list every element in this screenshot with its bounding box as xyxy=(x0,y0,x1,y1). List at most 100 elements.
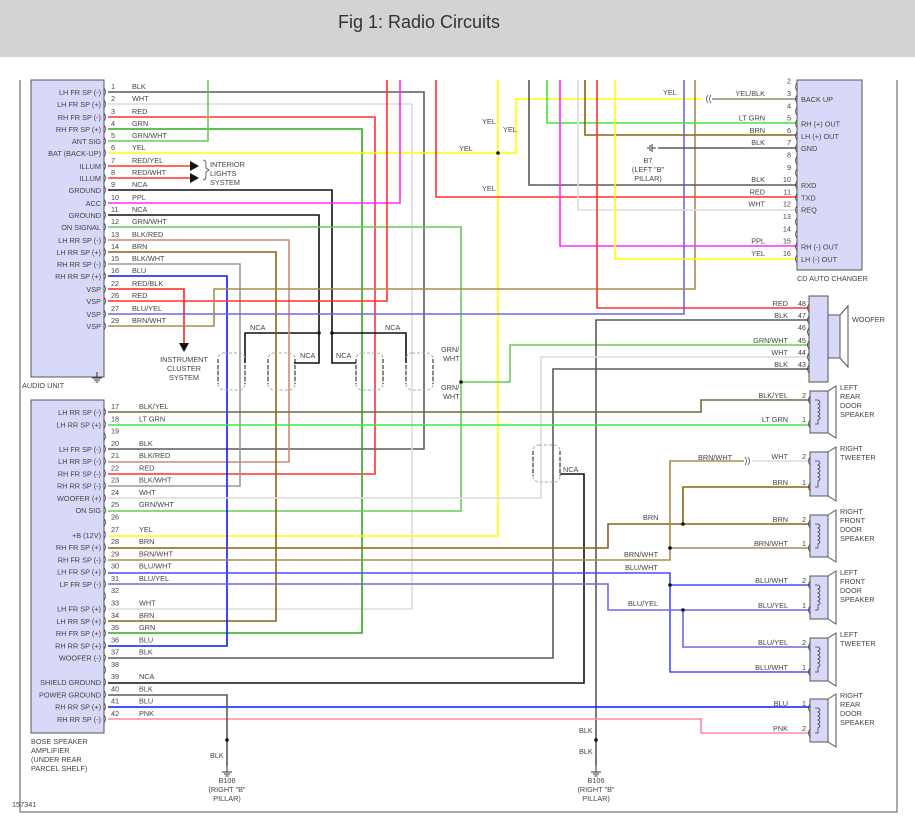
connector-pin xyxy=(808,703,811,713)
connector-pin xyxy=(103,309,106,319)
woofer-pin-wire-color: RED xyxy=(773,299,788,308)
cd-pin-number: 15 xyxy=(783,237,791,246)
connector-pin xyxy=(808,667,811,677)
amp-pin-number: 39 xyxy=(111,672,119,681)
speaker-pin-number: 1 xyxy=(802,601,806,610)
speaker-box xyxy=(809,514,829,558)
shield-icon xyxy=(355,352,384,391)
wire-blu-yel xyxy=(108,80,685,315)
ground-icon xyxy=(92,372,102,383)
woofer-pin-wire-color: WHT xyxy=(771,348,788,357)
audio-pin-wire-color: RED xyxy=(132,291,147,300)
speaker-name: REAR xyxy=(840,392,860,401)
b106-ground-label: (RIGHT "B" xyxy=(577,785,614,794)
speaker-coil-icon xyxy=(815,399,821,425)
audio-pin-name: LH FR SP (-) xyxy=(59,88,101,97)
audio-pin-name: ON SIGNAL xyxy=(61,223,101,232)
connector-pin xyxy=(808,395,811,405)
woofer-label: WOOFER xyxy=(852,315,885,324)
speaker-pin-wire-color: BLU xyxy=(774,699,788,708)
amp-pin-number: 26 xyxy=(111,513,119,522)
audio-pin-number: 1 xyxy=(111,82,115,91)
audio-pin-number: 7 xyxy=(111,156,115,165)
cd-pin-name: RXD xyxy=(801,181,816,190)
audio-pin-name: ANT SIG xyxy=(72,137,101,146)
yel-label: YEL xyxy=(482,117,496,126)
audio-pin-name: RH FR SP (-) xyxy=(58,113,101,122)
amp-pin-number: 35 xyxy=(111,623,119,632)
connector-pin xyxy=(807,327,810,337)
connector-pin xyxy=(103,493,106,503)
speaker-name: DOOR xyxy=(840,586,862,595)
blk-label: BLK xyxy=(210,751,224,760)
speaker-pin-number: 2 xyxy=(802,452,806,461)
connector-pin xyxy=(103,112,106,122)
connector-pin xyxy=(103,665,106,675)
wire-brn xyxy=(584,80,797,136)
audio-pin-number: 11 xyxy=(111,205,119,214)
amplifier-box xyxy=(30,399,105,734)
grn-wht-label: WHT xyxy=(443,392,460,401)
audio-pin-wire-color: YEL xyxy=(132,143,146,152)
connector-pin xyxy=(103,714,106,724)
amp-pin-name: LH RR SP (+) xyxy=(56,617,101,626)
audio-pin-name: BAT (BACK-UP) xyxy=(48,149,101,158)
amp-pin-number: 29 xyxy=(111,549,119,558)
audio-pin-number: 15 xyxy=(111,254,119,263)
audio-pin-name: VSP xyxy=(86,322,101,331)
amplifier-label: (UNDER REAR xyxy=(31,755,82,764)
connector-pin xyxy=(103,690,106,699)
speaker-cone-icon xyxy=(827,570,837,625)
connector-pin xyxy=(103,173,106,183)
audio-pin-number: 27 xyxy=(111,304,119,313)
instrument-cluster-label: INSTRUMENT xyxy=(160,355,208,364)
audio-pin-name: VSP xyxy=(86,285,101,294)
diagram-frame xyxy=(19,80,898,813)
speaker-pin-number: 1 xyxy=(802,415,806,424)
amp-pin-wire-color: BLK xyxy=(139,439,153,448)
components xyxy=(30,79,863,777)
blk-label: BLK xyxy=(579,747,593,756)
cd-pin-name: RH (-) OUT xyxy=(801,243,839,252)
audio-pin-wire-color: BRN/WHT xyxy=(132,316,167,325)
amp-pin-wire-color: BRN/WHT xyxy=(139,549,174,558)
connector-pin xyxy=(807,340,810,350)
b106-ground-label: PILLAR) xyxy=(582,794,610,803)
connector-pin xyxy=(795,156,798,165)
audio-pin-name: LH RR SP (+) xyxy=(56,248,101,257)
brn-wht-label: BRN/WHT xyxy=(698,453,733,462)
audio-pin-wire-color: RED/WHT xyxy=(132,168,167,177)
amp-pin-wire-color: YEL xyxy=(139,525,153,534)
audio-pin-name: VSP xyxy=(86,297,101,306)
connector-pin xyxy=(103,321,106,331)
grn-wht-label: GRN/ xyxy=(441,383,460,392)
wire-brn-wht xyxy=(108,80,696,327)
cd-pin-number: 13 xyxy=(783,212,791,221)
connector-pin xyxy=(103,481,106,490)
wire-grn xyxy=(108,128,363,634)
splice-dot xyxy=(668,546,672,550)
woofer-magnet xyxy=(827,314,841,359)
connector-pin xyxy=(795,217,798,227)
audio-pin-wire-color: BLK xyxy=(132,82,146,91)
speaker-coil-icon xyxy=(815,460,821,488)
connector-pin xyxy=(103,518,106,527)
connector-pin xyxy=(795,94,798,104)
cd-pin-wire-color: BLK xyxy=(751,138,765,147)
cd-pin-wire-color: LT GRN xyxy=(739,114,765,123)
speaker-pin-wire-color: BLU/YEL xyxy=(758,601,788,610)
connector-pin xyxy=(103,136,106,146)
connector-pin xyxy=(103,628,106,638)
amp-pin-wire-color: BLK/YEL xyxy=(139,402,169,411)
speaker-name: REAR xyxy=(840,700,860,709)
wire-red xyxy=(108,80,388,302)
connector-pin xyxy=(808,419,811,429)
speaker-pin-wire-color: BRN/WHT xyxy=(754,539,789,548)
cd-pin-wire-color: BRN xyxy=(750,126,765,135)
speaker-name: DOOR xyxy=(840,401,862,410)
amp-pin-name: RH FR SP (-) xyxy=(58,469,101,478)
connector-pin xyxy=(795,143,798,153)
connector-pin xyxy=(103,591,106,601)
cd-pin-number: 10 xyxy=(783,175,791,184)
shield-side-icon xyxy=(355,359,384,384)
